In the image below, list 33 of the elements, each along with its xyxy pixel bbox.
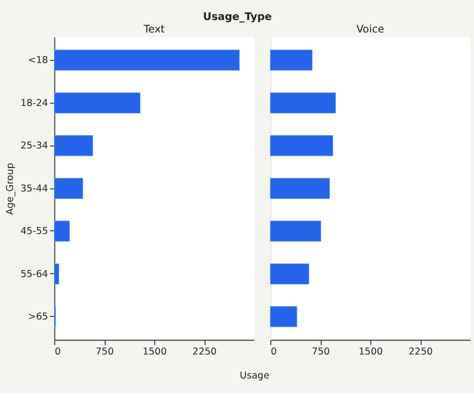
bar [54, 135, 94, 156]
y-tick-label: 25-34 [20, 140, 48, 152]
x-tick-label: 1500 [358, 346, 383, 358]
x-tick-label: 750 [96, 346, 114, 358]
bar [270, 178, 330, 199]
bar [54, 50, 240, 71]
x-tick-label: 2250 [408, 346, 433, 358]
chart-title: Text [142, 23, 165, 36]
x-tick-label: 750 [312, 346, 330, 358]
bar [270, 92, 336, 114]
y-tick-label: >65 [28, 312, 48, 323]
x-tick-label: 2250 [192, 346, 217, 358]
text: Usage_Type [203, 10, 272, 23]
bar [54, 92, 140, 114]
bar [54, 178, 84, 199]
bar [270, 50, 313, 71]
bar [270, 220, 322, 242]
y-tick-label: <18 [28, 55, 48, 66]
x-axis-title: Usage [240, 370, 270, 382]
bar [54, 263, 60, 284]
bar [270, 135, 334, 156]
x-tick-label: 0 [270, 346, 277, 358]
y-tick-label: 35-44 [20, 183, 48, 194]
y-tick-label: 45-55 [20, 226, 48, 238]
y-axis-title: Age_Group [4, 162, 16, 215]
y-tick-label: 18-24 [20, 98, 48, 109]
chart-title: Voice [356, 23, 384, 36]
y-tick-label: 55-64 [20, 268, 48, 280]
bar [270, 263, 310, 284]
bar [54, 220, 70, 242]
x-tick-label: 1500 [142, 346, 167, 358]
x-tick-label: 0 [54, 346, 61, 358]
bar [270, 306, 298, 328]
